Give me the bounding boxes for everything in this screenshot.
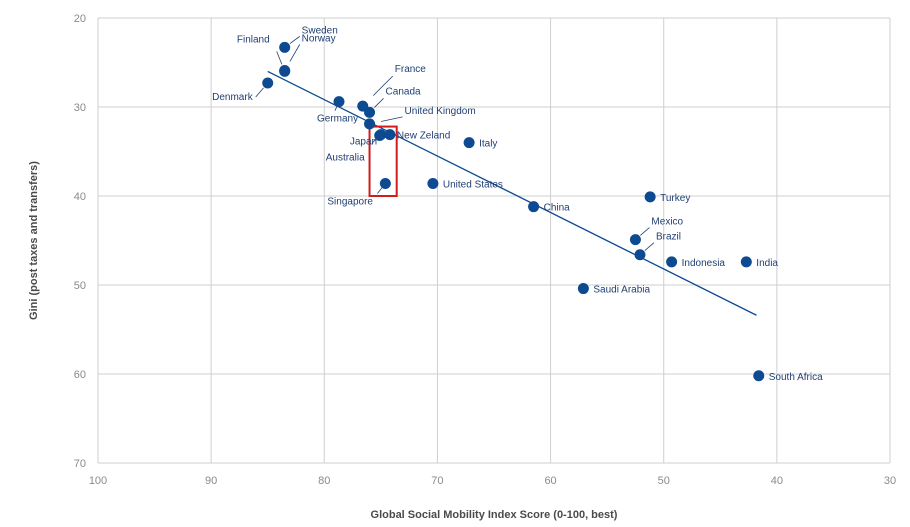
point-label-finland: Finland: [237, 34, 270, 45]
point-label-indonesia: Indonesia: [682, 258, 726, 269]
x-axis-title: Global Social Mobility Index Score (0-10…: [371, 509, 618, 521]
x-tick-label: 70: [431, 475, 443, 487]
x-tick-label: 50: [658, 475, 670, 487]
trendline-group: [267, 70, 757, 316]
leader-line-sweden: [289, 36, 300, 44]
x-tick-label: 80: [318, 475, 330, 487]
leader-lines: [255, 36, 655, 251]
point-label-united-states: United States: [443, 180, 503, 191]
point-label-australia: Australia: [326, 152, 365, 163]
leader-line-france: [372, 75, 394, 96]
highlight-box: [368, 125, 398, 197]
point-label-turkey: Turkey: [660, 193, 690, 204]
y-axis-title: Gini (post taxes and transfers): [28, 161, 40, 320]
leader-line-finland: [276, 51, 283, 65]
leader-line-brazil: [644, 242, 655, 251]
point-label-japan: Japan: [350, 137, 377, 148]
data-point-new-zeland: [384, 129, 396, 141]
data-point-brazil: [634, 249, 646, 261]
point-label-sweden: Sweden: [302, 25, 338, 36]
highlight-box-group: [368, 125, 398, 197]
point-label-germany: Germany: [317, 114, 358, 125]
y-tick-label: 70: [74, 458, 86, 470]
point-label-saudi-arabia: Saudi Arabia: [593, 285, 650, 296]
x-tick-label: 90: [205, 475, 217, 487]
data-point-germany: [333, 96, 345, 108]
y-tick-label: 40: [74, 191, 86, 203]
y-tick-label: 30: [74, 102, 86, 114]
y-tick-label: 20: [74, 13, 86, 25]
point-label-new-zeland: New Zeland: [397, 131, 450, 142]
point-label-mexico: Mexico: [651, 217, 683, 228]
data-point-saudi-arabia: [577, 283, 589, 295]
data-point-canada: [364, 106, 376, 118]
y-tick-label: 50: [74, 280, 86, 292]
data-point-norway: [279, 65, 291, 77]
data-point-italy: [463, 137, 475, 149]
axes: 100 90 80 70 60 50 40 30 20 30 40 50 60 70: [74, 13, 896, 487]
data-point-united-states: [427, 178, 439, 190]
data-point-singapore: [379, 178, 391, 190]
leader-line-denmark: [255, 87, 264, 98]
grid: [97, 17, 891, 464]
point-label-canada: Canada: [386, 86, 421, 97]
point-label-singapore: Singapore: [327, 197, 373, 208]
y-tick-label: 60: [74, 369, 86, 381]
leader-line-norway: [289, 44, 301, 62]
data-point-indonesia: [666, 256, 678, 268]
data-points: [262, 41, 765, 382]
point-label-brazil: Brazil: [656, 232, 681, 243]
point-label-denmark: Denmark: [212, 92, 254, 103]
point-label-norway: Norway: [302, 34, 336, 45]
leader-line-singapore: [377, 186, 383, 194]
point-label-india: India: [756, 258, 778, 269]
trendline: [267, 70, 757, 316]
point-label-france: France: [395, 64, 427, 75]
data-point-china: [528, 201, 540, 213]
data-point-south-africa: [753, 370, 765, 382]
leader-line-canada: [374, 98, 384, 108]
x-tick-label: 40: [771, 475, 783, 487]
data-point-sweden: [279, 41, 291, 53]
data-point-australia: [374, 129, 386, 141]
x-tick-label: 60: [544, 475, 556, 487]
point-labels: Sweden Finland Norway Denmark France Germany C…: [212, 25, 823, 382]
point-label-south-africa: South Africa: [769, 372, 823, 383]
point-label-italy: Italy: [479, 139, 497, 150]
data-point-united-kingdom: [364, 118, 376, 130]
data-point-denmark: [262, 77, 274, 89]
point-label-united-kingdom: United Kingdom: [405, 106, 476, 117]
leader-line-united-kingdom: [381, 116, 403, 122]
x-tick-label: 100: [89, 475, 107, 487]
point-label-china: China: [544, 203, 571, 214]
data-point-mexico: [629, 234, 641, 246]
leader-line-mexico: [640, 227, 650, 236]
data-point-india: [740, 256, 752, 268]
x-tick-label: 30: [884, 475, 896, 487]
data-point-turkey: [644, 191, 656, 203]
